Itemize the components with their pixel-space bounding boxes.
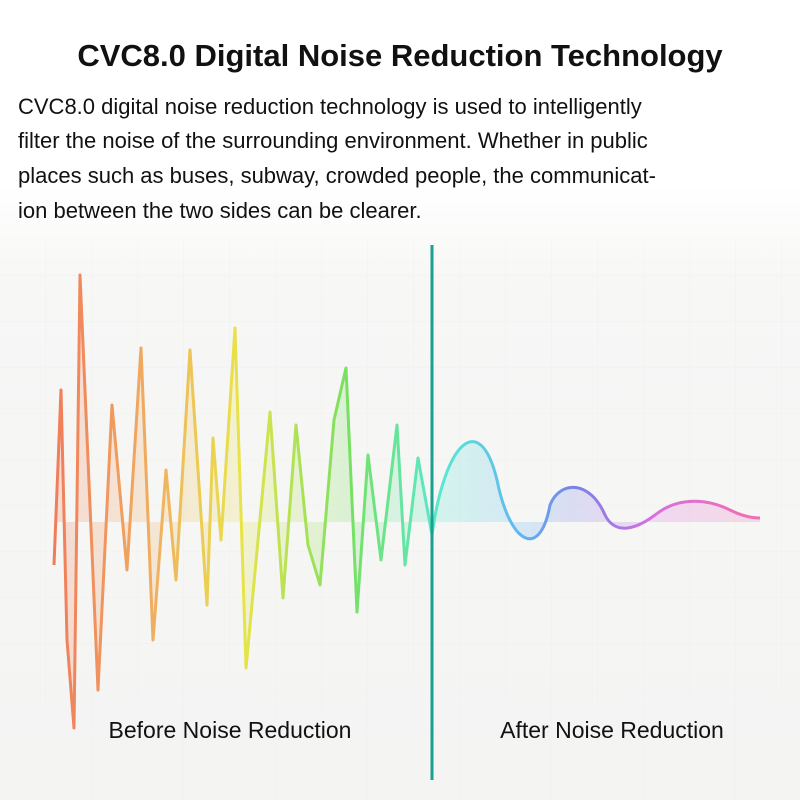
waveform <box>52 273 761 730</box>
wave-fill <box>54 275 760 728</box>
wave-line <box>52 273 761 730</box>
description-line: places such as buses, subway, crowded pe… <box>18 163 656 188</box>
title: CVC8.0 Digital Noise Reduction Technolog… <box>77 38 723 73</box>
before-label: Before Noise Reduction <box>109 717 352 743</box>
description-line: CVC8.0 digital noise reduction technolog… <box>18 94 642 119</box>
description-line: ion between the two sides can be clearer… <box>18 198 422 223</box>
description-line: filter the noise of the surrounding envi… <box>18 128 648 153</box>
after-label: After Noise Reduction <box>500 717 724 743</box>
